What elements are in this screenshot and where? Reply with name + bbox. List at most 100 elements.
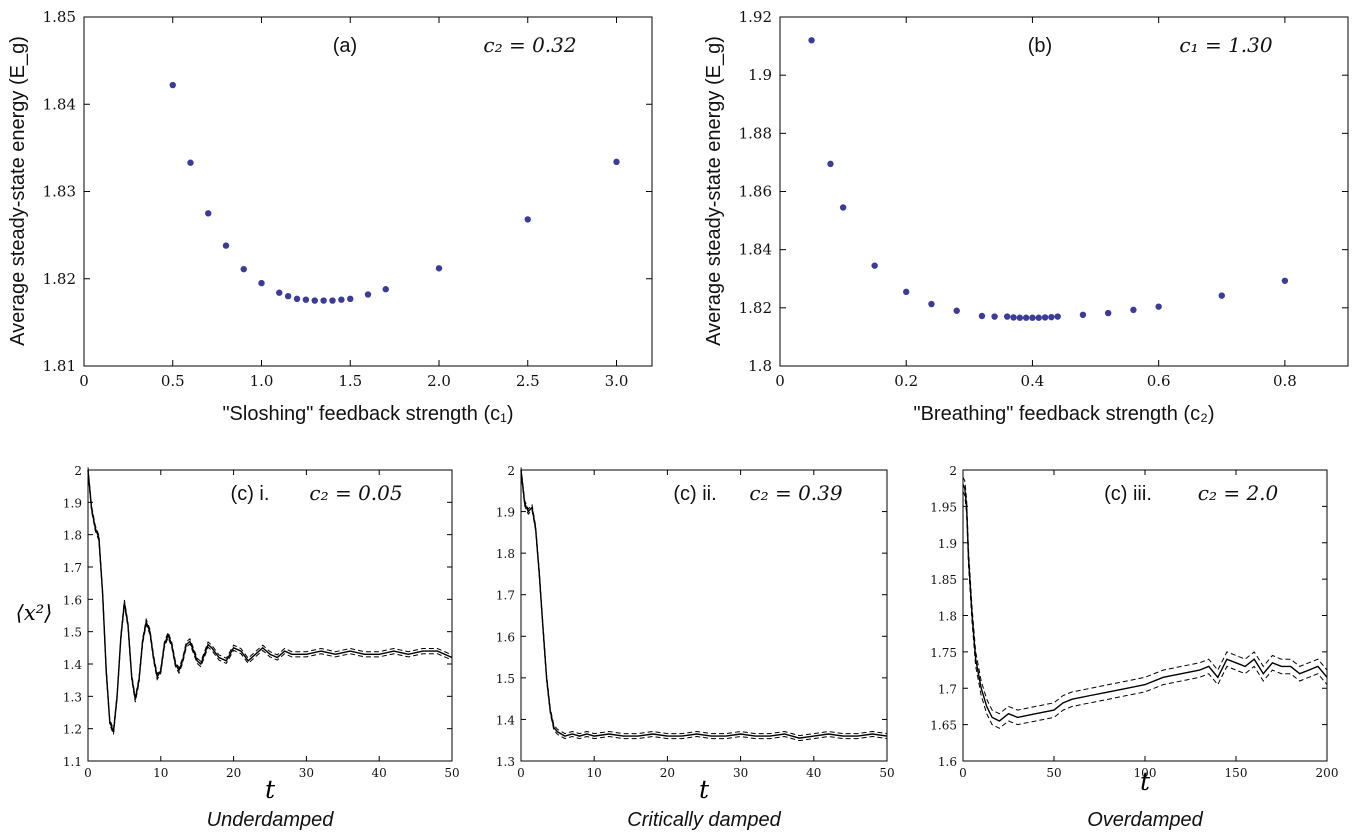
panel-label: (c) iii. bbox=[1104, 483, 1152, 505]
panel-label: (c) i. bbox=[231, 483, 270, 505]
data-point bbox=[187, 159, 194, 166]
y-tick-label: 1.82 bbox=[43, 270, 76, 288]
x-axis-label: "Breathing" feedback strength (c₂) bbox=[913, 403, 1214, 425]
y-tick-label: 1.8 bbox=[63, 529, 82, 543]
x-tick-label: 2.5 bbox=[516, 372, 540, 390]
data-point bbox=[1155, 303, 1162, 310]
data-point bbox=[205, 210, 212, 217]
x-tick-label: 30 bbox=[733, 766, 748, 780]
data-point bbox=[1218, 292, 1225, 299]
x-tick-label: 200 bbox=[1316, 766, 1339, 780]
x-tick-label: 0.6 bbox=[1147, 372, 1171, 390]
y-tick-label: 1.75 bbox=[930, 646, 957, 660]
parameter-annotation: c₂ = 0.39 bbox=[749, 481, 842, 505]
x-tick-label: 0.4 bbox=[1021, 372, 1045, 390]
plot-frame bbox=[779, 16, 1349, 367]
data-point bbox=[1048, 313, 1055, 321]
y-tick-label: 1.3 bbox=[63, 690, 82, 704]
y-tick-label: 1.88 bbox=[739, 124, 772, 142]
data-point bbox=[827, 160, 834, 168]
data-point bbox=[1041, 314, 1049, 321]
y-tick-label: 1.84 bbox=[43, 95, 76, 113]
y-tick-label: 2 bbox=[949, 464, 957, 478]
x-axis-label: t bbox=[1140, 767, 1151, 796]
x-axis-label: t bbox=[265, 775, 276, 804]
chart-panel-3: 0 10 20 30 40 50 1.1 1.2 1.3 1.4 1.5 1.6 1.7 1.8 1.9 2 (… bbox=[16, 464, 460, 831]
data-point bbox=[871, 262, 878, 269]
y-tick-label: 1.5 bbox=[496, 672, 515, 686]
y-tick-label: 2 bbox=[74, 464, 82, 478]
upper-bound-line bbox=[520, 467, 888, 737]
data-point bbox=[1035, 314, 1042, 321]
parameter-annotation: c₂ = 2.0 bbox=[1198, 481, 1279, 505]
y-tick-label: 1.1 bbox=[63, 755, 82, 769]
x-tick-label: 40 bbox=[372, 766, 387, 780]
y-tick-label: 1.6 bbox=[63, 593, 82, 607]
data-point bbox=[1016, 314, 1024, 321]
x-tick-label: 30 bbox=[299, 766, 314, 780]
data-point bbox=[240, 265, 247, 273]
x-tick-label: 40 bbox=[806, 766, 821, 780]
data-point bbox=[435, 265, 443, 272]
mean-line bbox=[87, 469, 453, 733]
data-point bbox=[347, 295, 354, 303]
data-point bbox=[222, 242, 230, 249]
data-point bbox=[808, 37, 815, 44]
plot-frame bbox=[83, 16, 653, 367]
data-point bbox=[1079, 311, 1087, 319]
parameter-annotation: c₂ = 0.05 bbox=[309, 481, 402, 505]
data-point bbox=[320, 297, 327, 304]
y-tick-label: 1.4 bbox=[496, 713, 515, 727]
chart-panel-1: 0 0.5 1.0 1.5 2.0 2.5 3.0 1.81 1.82 1.83 1.84 1.85 (… bbox=[7, 8, 653, 425]
panel-label: (a) bbox=[333, 35, 357, 57]
panel-label: (b) bbox=[1028, 35, 1052, 57]
plot-frame bbox=[520, 469, 888, 762]
data-point bbox=[1010, 314, 1017, 321]
y-tick-label: 1.8 bbox=[496, 547, 515, 561]
data-point bbox=[953, 307, 960, 314]
y-tick-label: 1.6 bbox=[496, 630, 515, 644]
y-tick-label: 1.9 bbox=[496, 506, 515, 520]
data-point bbox=[276, 289, 283, 296]
data-point bbox=[293, 295, 301, 303]
lower-bound-line bbox=[962, 491, 1328, 729]
chart-panel-2: 0 0.2 0.4 0.6 0.8 1.8 1.82 1.84 1.86 1.88 1.9 1.92 (… bbox=[703, 8, 1349, 425]
x-tick-label: 100 bbox=[1134, 766, 1157, 780]
data-point bbox=[258, 279, 265, 287]
data-point bbox=[302, 296, 310, 303]
x-tick-label: 20 bbox=[226, 766, 241, 780]
data-point bbox=[1054, 313, 1061, 320]
data-point bbox=[903, 288, 910, 296]
x-tick-label: 0 bbox=[84, 766, 92, 780]
data-point bbox=[311, 297, 318, 304]
x-tick-label: 50 bbox=[444, 766, 459, 780]
y-tick-label: 1.9 bbox=[748, 66, 772, 84]
data-point bbox=[169, 81, 176, 89]
y-tick-label: 1.7 bbox=[496, 589, 515, 603]
lower-bound-line bbox=[87, 472, 453, 735]
data-point bbox=[839, 204, 847, 211]
y-axis-label: Average steady-state energy (E_g) bbox=[7, 36, 29, 346]
x-tick-label: 20 bbox=[660, 766, 675, 780]
lower-bound-line bbox=[520, 472, 888, 742]
y-tick-label: 1.8 bbox=[748, 357, 772, 375]
y-tick-label: 1.85 bbox=[43, 8, 76, 26]
x-tick-label: 0 bbox=[79, 372, 89, 390]
x-tick-label: 3.0 bbox=[605, 372, 629, 390]
y-tick-label: 1.84 bbox=[739, 241, 772, 259]
upper-bound-line bbox=[962, 477, 1328, 715]
data-point bbox=[613, 158, 620, 166]
panel-label: (c) ii. bbox=[673, 483, 716, 505]
x-axis-label: "Sloshing" feedback strength (c₁) bbox=[222, 403, 513, 425]
y-tick-label: 1.3 bbox=[496, 755, 515, 769]
parameter-annotation: c₁ = 1.30 bbox=[1179, 33, 1272, 57]
x-tick-label: 2.0 bbox=[427, 372, 451, 390]
x-tick-label: 10 bbox=[153, 766, 168, 780]
mean-line bbox=[520, 469, 888, 739]
x-tick-label: 0.5 bbox=[161, 372, 185, 390]
data-point bbox=[928, 300, 935, 308]
data-point bbox=[329, 297, 336, 304]
data-point bbox=[1281, 277, 1289, 284]
x-tick-label: 0 bbox=[517, 766, 525, 780]
